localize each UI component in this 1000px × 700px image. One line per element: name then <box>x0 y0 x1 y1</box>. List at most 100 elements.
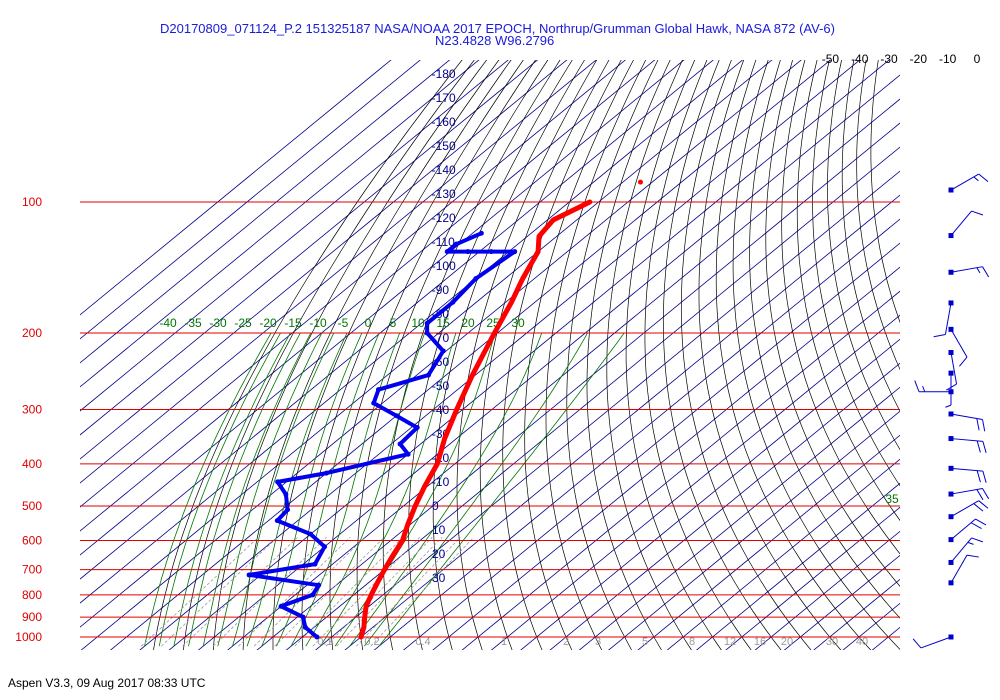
isotherm-line <box>80 60 714 580</box>
wind-barb-staff <box>950 210 972 236</box>
mixing-ratio-line <box>213 537 327 647</box>
dry-adiabat-line <box>732 60 900 650</box>
dewpoint-point <box>414 425 420 431</box>
isotherm-label: -160 <box>432 115 456 129</box>
wind-barb <box>948 500 989 520</box>
moist-adiabat-label: 10 <box>411 316 425 330</box>
dry-adiabat-line <box>566 60 659 650</box>
dry-adiabat-lines <box>153 60 900 650</box>
dry-adiabat-line <box>545 60 647 650</box>
mixing-ratio-label: 0.2 <box>364 636 379 648</box>
wind-barb <box>948 488 990 501</box>
mixing-ratio-line <box>141 537 259 647</box>
dry-adiabat-line <box>183 60 475 650</box>
moist-adiabat-line <box>202 332 312 647</box>
pressure-lines <box>80 201 900 638</box>
mixing-ratio-line <box>312 537 421 647</box>
isotherm-line <box>520 338 900 650</box>
temperature-tick-label: 0 <box>974 52 981 66</box>
wind-barb-feather <box>982 266 990 278</box>
wind-barb-staff <box>950 537 972 563</box>
isotherm-line <box>666 458 900 650</box>
dry-adiabat-line <box>524 60 634 650</box>
isotherm-line <box>344 194 900 650</box>
wind-barb-feather <box>933 333 946 338</box>
moist-adiabat-label: -35 <box>184 316 202 330</box>
isotherm-line <box>315 170 900 650</box>
moist-adiabat-line <box>144 332 272 647</box>
wind-barb-station <box>948 350 954 356</box>
dewpoint-point <box>275 479 281 485</box>
wind-barb-feather <box>978 500 989 509</box>
footer-text: Aspen V3.3, 09 Aug 2017 08:33 UTC <box>8 676 206 690</box>
wind-barb <box>948 465 987 483</box>
wind-barb-station <box>948 580 954 586</box>
wind-barb-staff <box>950 413 983 421</box>
moist-adiabat-line <box>290 332 401 647</box>
dewpoint-point <box>300 614 306 620</box>
wind-barb-staff <box>950 352 958 385</box>
moist-adiabat-line <box>363 332 588 647</box>
wind-barb-feather <box>978 173 989 182</box>
dry-adiabat-line <box>715 60 872 650</box>
dewpoint-point <box>397 441 403 447</box>
wind-barb-feather <box>973 176 979 182</box>
dry-adiabat-line <box>870 60 900 324</box>
dewpoint-point <box>424 330 430 336</box>
isotherm-line <box>139 60 861 650</box>
isotherm-line <box>256 122 900 650</box>
dry-adiabat-line <box>841 60 900 412</box>
dry-adiabat-line <box>625 60 722 650</box>
moist-adiabat-label: 0 <box>365 316 372 330</box>
isotherm-line <box>80 60 451 364</box>
wind-barb-feather <box>982 441 987 454</box>
pressure-label: 400 <box>22 457 42 471</box>
dry-adiabat-line <box>329 60 536 650</box>
dewpoint-point <box>512 249 518 255</box>
isotherm-line <box>432 266 900 650</box>
isotherm-label: -110 <box>432 235 455 249</box>
wind-barb-station <box>948 491 954 497</box>
isotherm-label: -120 <box>432 211 456 225</box>
dewpoint-point <box>323 470 329 476</box>
wind-barb <box>948 518 987 543</box>
moist-adiabat-label: -25 <box>234 316 252 330</box>
wind-barb-station <box>948 436 954 442</box>
dewpoint-point <box>278 603 284 609</box>
dewpoint-point <box>302 624 308 630</box>
moist-adiabat-label: -40 <box>159 316 177 330</box>
isotherm-label: 10 <box>432 523 446 537</box>
isotherm-line <box>80 60 685 556</box>
moist-adiabat-label: 30 <box>511 316 525 330</box>
dry-adiabat-line <box>606 60 692 650</box>
dewpoint-point <box>283 491 289 497</box>
wind-barb-station <box>948 300 954 306</box>
moist-adiabat-line <box>349 332 543 647</box>
chart-title: D20170809_071124_P.2 151325187 NASA/NOAA… <box>160 21 835 36</box>
wind-barb-feather <box>976 418 980 431</box>
dewpoint-point <box>450 299 456 305</box>
wind-barb-feather <box>976 440 981 453</box>
moist-adiabat-line <box>378 332 625 647</box>
isotherm-label: -10 <box>432 475 450 489</box>
wind-barbs <box>912 173 990 649</box>
wind-barb <box>948 554 979 586</box>
isotherm-label: -180 <box>432 67 456 81</box>
temperature-point <box>637 179 643 185</box>
wind-barb-station <box>948 370 954 376</box>
wind-barb-station <box>948 233 954 239</box>
wind-barb <box>948 537 984 565</box>
wind-barb-staff <box>950 467 983 472</box>
dry-adiabat-line <box>242 60 500 650</box>
wind-barb-staff <box>920 636 952 649</box>
mixing-ratio-label: 20 <box>781 636 793 648</box>
dewpoint-point <box>424 320 430 326</box>
moist-adiabat-line <box>232 332 335 647</box>
dewpoint-point <box>453 241 459 247</box>
temperature-tick-label: -20 <box>910 52 928 66</box>
dry-adiabat-line <box>432 60 585 650</box>
dewpoint-point <box>393 413 399 419</box>
mixing-ratio-label: 8 <box>689 636 695 648</box>
dewpoint-point <box>465 249 471 255</box>
mixing-ratio-line <box>182 537 298 647</box>
